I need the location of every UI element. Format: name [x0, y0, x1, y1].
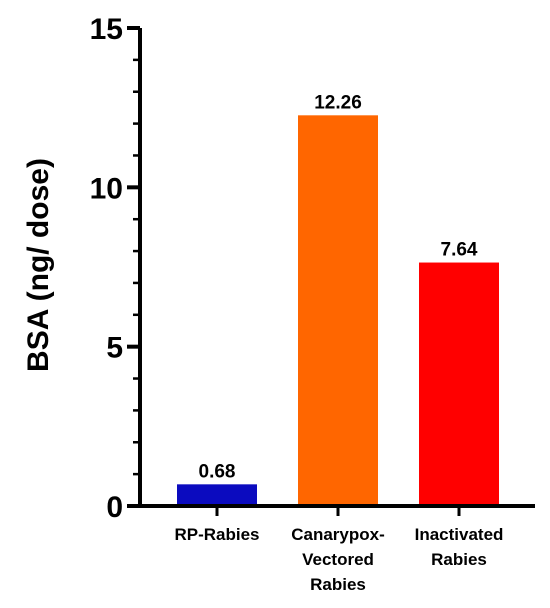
bar	[298, 115, 378, 504]
y-tick-label: 10	[90, 172, 123, 205]
y-tick-label: 5	[106, 332, 123, 365]
data-labels: 0.68 12.26 7.64	[199, 92, 478, 482]
x-tick-label: Canarypox-Vectored Rabies	[291, 525, 385, 594]
axes: 0 5 10 15	[90, 13, 535, 524]
data-label: 12.26	[314, 92, 362, 113]
category-labels: RP-Rabies Canarypox-Vectored Rabies Inactiv…	[174, 525, 503, 594]
bar	[419, 262, 499, 504]
bars	[177, 115, 499, 504]
data-label: 0.68	[199, 461, 236, 482]
y-axis-label: BSA (ng/ dose)	[22, 158, 55, 372]
x-tick-label: Inactivated Rabies	[415, 525, 504, 569]
y-tick-label: 0	[106, 491, 123, 524]
data-label: 7.64	[441, 240, 478, 261]
y-tick-label: 15	[90, 13, 123, 46]
x-tick-label: RP-Rabies	[174, 525, 259, 544]
bar	[177, 484, 257, 504]
